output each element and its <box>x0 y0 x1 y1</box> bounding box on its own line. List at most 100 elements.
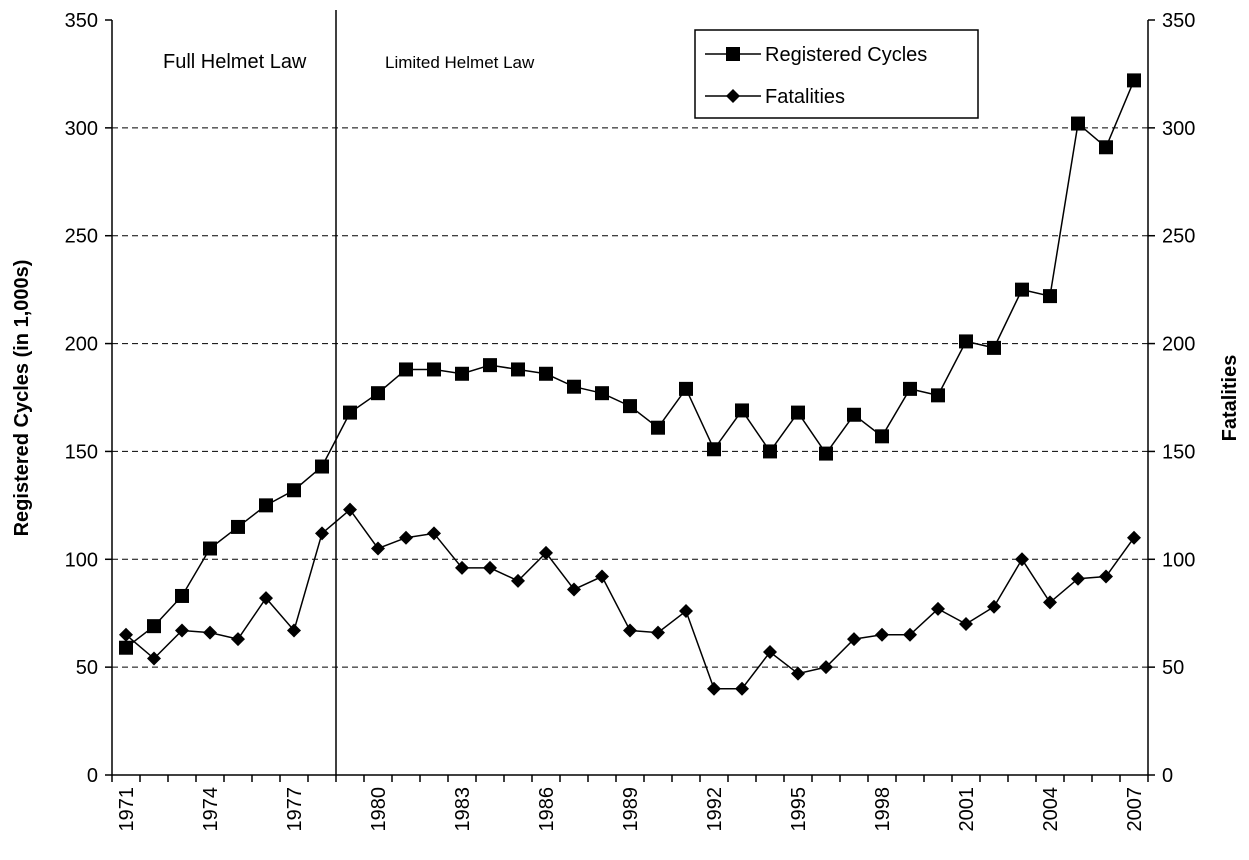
point <box>483 358 497 373</box>
point <box>203 625 217 640</box>
point <box>1099 569 1113 584</box>
point <box>875 429 889 444</box>
point <box>1043 289 1057 304</box>
point <box>791 666 805 681</box>
x-tick-label: 2007 <box>1124 787 1146 832</box>
point <box>539 366 553 381</box>
point <box>539 545 553 560</box>
x-tick-label: 2001 <box>956 787 978 832</box>
point <box>259 591 273 606</box>
point <box>707 681 721 696</box>
point <box>707 442 721 457</box>
point <box>175 588 189 603</box>
point <box>427 362 441 377</box>
x-tick-label: 1980 <box>368 787 390 832</box>
legend-box <box>694 29 979 119</box>
point <box>875 627 889 642</box>
point <box>343 405 357 420</box>
point <box>1071 571 1085 586</box>
legend-marker <box>726 47 740 61</box>
point <box>567 379 581 394</box>
point <box>623 399 637 414</box>
point <box>763 444 777 459</box>
point <box>371 541 385 556</box>
x-tick-label: 1974 <box>200 787 222 832</box>
point <box>399 362 413 377</box>
point <box>1015 552 1029 567</box>
y-tick-label: 350 <box>65 10 98 32</box>
legend-marker <box>726 89 740 103</box>
point <box>1043 595 1057 610</box>
annotation: Limited Helmet Law <box>385 53 535 72</box>
y-tick-label: 150 <box>65 441 98 463</box>
y2-tick-label: 250 <box>1162 226 1195 248</box>
point <box>931 601 945 616</box>
point <box>735 681 749 696</box>
point <box>595 569 609 584</box>
point <box>651 420 665 435</box>
point <box>511 362 525 377</box>
x-tick-label: 2004 <box>1040 787 1062 832</box>
x-tick-label: 1992 <box>704 787 726 832</box>
y-axis-label: Registered Cycles (in 1,000s) <box>11 260 33 537</box>
point <box>1127 73 1141 88</box>
point <box>427 526 441 541</box>
x-tick-label: 1998 <box>872 787 894 832</box>
y2-tick-label: 100 <box>1162 549 1195 571</box>
point <box>819 446 833 461</box>
point <box>903 381 917 396</box>
point <box>483 560 497 575</box>
point <box>315 526 329 541</box>
point <box>567 582 581 597</box>
point <box>147 619 161 634</box>
point <box>1015 282 1029 297</box>
y2-tick-label: 200 <box>1162 334 1195 356</box>
point <box>679 381 693 396</box>
y-tick-label: 250 <box>65 226 98 248</box>
point <box>315 459 329 474</box>
point <box>623 623 637 638</box>
point <box>455 560 469 575</box>
point <box>735 403 749 418</box>
point <box>203 541 217 556</box>
y-tick-label: 200 <box>65 334 98 356</box>
point <box>343 502 357 517</box>
point <box>1127 530 1141 545</box>
y-tick-label: 100 <box>65 549 98 571</box>
point <box>147 651 161 666</box>
point <box>819 660 833 675</box>
point <box>371 386 385 401</box>
point <box>119 627 133 642</box>
y-tick-label: 50 <box>76 657 98 679</box>
point <box>763 645 777 660</box>
x-tick-label: 1989 <box>620 787 642 832</box>
x-tick-label: 1977 <box>284 787 306 832</box>
point <box>959 334 973 349</box>
y2-tick-label: 300 <box>1162 118 1195 140</box>
x-tick-label: 1971 <box>116 787 138 832</box>
point <box>175 623 189 638</box>
legend-label: Fatalities <box>765 86 845 108</box>
point <box>1071 116 1085 131</box>
y2-tick-label: 50 <box>1162 657 1184 679</box>
point <box>119 640 133 655</box>
x-tick-label: 1983 <box>452 787 474 832</box>
y-tick-label: 300 <box>65 118 98 140</box>
point <box>959 617 973 631</box>
point <box>679 604 693 619</box>
point <box>791 405 805 420</box>
y2-tick-label: 0 <box>1162 765 1173 787</box>
point <box>287 623 301 638</box>
point <box>511 573 525 588</box>
point <box>259 498 273 513</box>
point <box>987 340 1001 355</box>
series-line <box>125 508 1135 690</box>
point <box>931 388 945 403</box>
point <box>595 386 609 401</box>
point <box>651 625 665 640</box>
x-tick-label: 1995 <box>788 787 810 832</box>
series-line <box>125 80 1135 649</box>
point <box>847 632 861 647</box>
x-tick-label: 1986 <box>536 787 558 832</box>
